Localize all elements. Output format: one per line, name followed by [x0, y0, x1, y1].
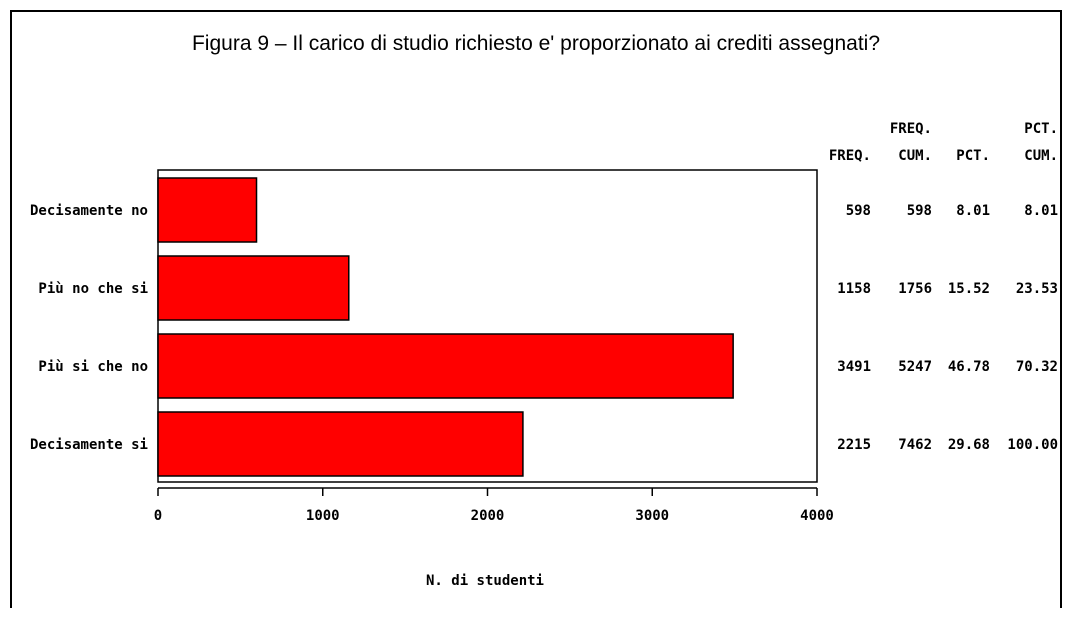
table-header-3: CUM. — [1024, 148, 1058, 164]
x-tick-label-2: 2000 — [471, 508, 505, 524]
table-cell-0-3: 8.01 — [1024, 203, 1058, 219]
table-cell-3-3: 100.00 — [1007, 437, 1058, 453]
table-cell-2-1: 5247 — [898, 359, 932, 375]
table-cell-0-0: 598 — [846, 203, 871, 219]
category-labels: Decisamente no Più no che si Più si che no… — [30, 203, 148, 453]
table-header-2: PCT. — [956, 148, 990, 164]
table-cell-1-3: 23.53 — [1016, 281, 1058, 297]
bar-0 — [157, 177, 258, 243]
table-cell-0-1: 598 — [907, 203, 932, 219]
x-tick-label-3: 3000 — [635, 508, 669, 524]
table-header-0: FREQ. — [829, 148, 871, 164]
table-cell-1-1: 1756 — [898, 281, 932, 297]
x-tick-label-4: 4000 — [800, 508, 834, 524]
x-tick-label-1: 1000 — [306, 508, 340, 524]
table-cell-2-0: 3491 — [837, 359, 871, 375]
x-tick-label-0: 0 — [154, 508, 162, 524]
chart-title: Figura 9 – Il carico di studio richiesto… — [192, 32, 880, 55]
category-label-3: Decisamente si — [30, 437, 148, 453]
category-label-1: Più no che si — [38, 281, 148, 297]
table-cell-3-2: 29.68 — [948, 437, 990, 453]
table-cell-3-1: 7462 — [898, 437, 932, 453]
stats-table: FREQ. FREQ. CUM. PCT. PCT. CUM. 598 598 8.01 8.01… — [829, 121, 1058, 453]
table-cell-2-2: 46.78 — [948, 359, 990, 375]
table-cell-2-3: 70.32 — [1016, 359, 1058, 375]
table-header-top-1: FREQ. — [890, 121, 932, 137]
table-cell-1-0: 1158 — [837, 281, 871, 297]
bar-2 — [157, 333, 734, 399]
table-cell-0-2: 8.01 — [956, 203, 990, 219]
bar-3 — [157, 411, 524, 477]
table-cell-1-2: 15.52 — [948, 281, 990, 297]
category-label-2: Più si che no — [38, 359, 148, 375]
bar-1 — [157, 255, 350, 321]
x-axis: 0 1000 2000 3000 4000 — [154, 487, 834, 524]
bars-group — [157, 177, 734, 477]
x-axis-label: N. di studenti — [426, 573, 544, 589]
table-header-top-3: PCT. — [1024, 121, 1058, 137]
category-label-0: Decisamente no — [30, 203, 148, 219]
plot-area — [157, 169, 818, 483]
table-cell-3-0: 2215 — [837, 437, 871, 453]
table-header-1: CUM. — [898, 148, 932, 164]
